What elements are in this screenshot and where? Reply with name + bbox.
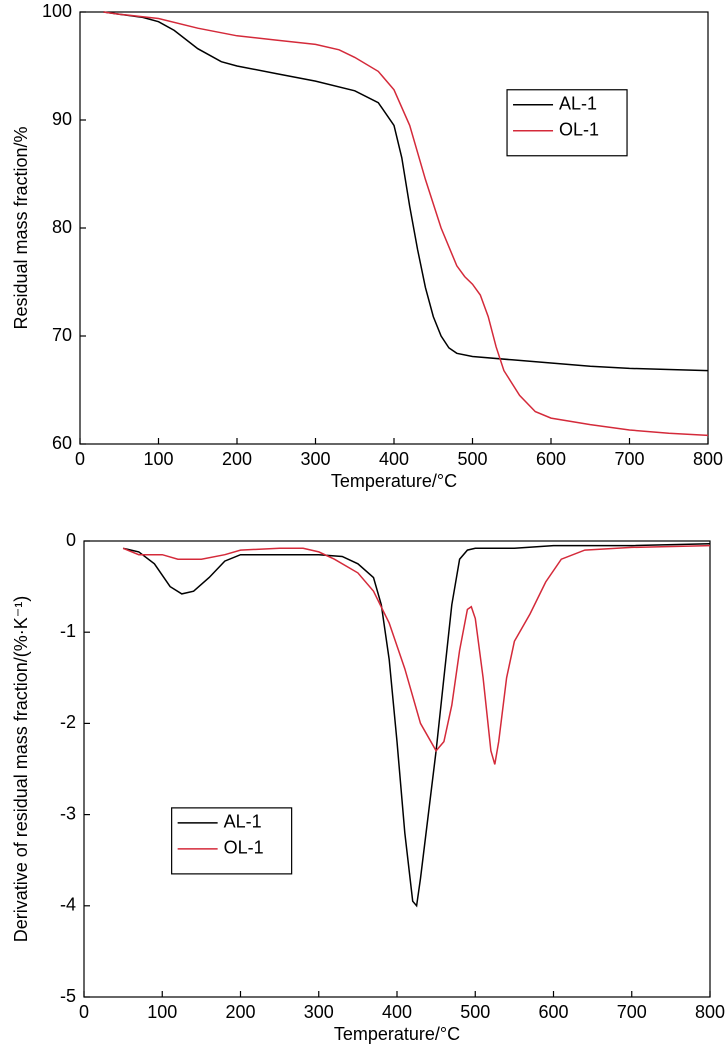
data-line: [122, 542, 711, 908]
plot-frame: [79, 11, 709, 445]
y-tick-label: -5: [60, 986, 76, 1006]
x-tick-label: 700: [614, 449, 644, 469]
x-axis-label: Temperature/°C: [334, 1024, 460, 1044]
x-tick-label: 0: [79, 1002, 89, 1022]
legend-label: OL-1: [224, 838, 264, 858]
x-tick-label: 500: [460, 1002, 490, 1022]
x-tick-label: 600: [538, 1002, 568, 1022]
y-tick-label: 90: [52, 109, 72, 129]
y-tick-label: 80: [52, 217, 72, 237]
x-tick-label: 800: [693, 449, 723, 469]
x-tick-label: 100: [143, 449, 173, 469]
x-tick-label: 500: [457, 449, 487, 469]
x-tick-label: 600: [536, 449, 566, 469]
legend-box: [171, 807, 293, 875]
y-tick-label: 0: [66, 530, 76, 550]
x-tick-label: 300: [300, 449, 330, 469]
x-tick-label: 700: [617, 1002, 647, 1022]
legend-box: [506, 89, 628, 157]
data-line: [103, 11, 709, 437]
legend-label: AL-1: [224, 812, 262, 832]
y-tick-label: -3: [60, 803, 76, 823]
plot-frame: [83, 540, 711, 998]
y-tick-label: -1: [60, 621, 76, 641]
x-tick-label: 300: [304, 1002, 334, 1022]
x-tick-label: 100: [147, 1002, 177, 1022]
x-axis-label: Temperature/°C: [331, 471, 457, 491]
x-tick-label: 400: [382, 1002, 412, 1022]
legend-label: OL-1: [559, 120, 599, 140]
y-axis-label: Derivative of residual mass fraction/(%·…: [11, 596, 31, 943]
y-tick-label: 70: [52, 325, 72, 345]
data-line: [122, 544, 711, 765]
x-tick-label: 200: [225, 1002, 255, 1022]
x-tick-label: 400: [379, 449, 409, 469]
y-tick-label: 60: [52, 433, 72, 453]
x-tick-label: 200: [222, 449, 252, 469]
y-axis-label: Residual mass fraction/%: [11, 126, 31, 329]
x-tick-label: 0: [75, 449, 85, 469]
data-line: [103, 11, 709, 372]
x-tick-label: 800: [695, 1002, 725, 1022]
y-tick-label: 100: [42, 1, 72, 21]
y-tick-label: -4: [60, 895, 76, 915]
y-tick-label: -2: [60, 712, 76, 732]
legend-label: AL-1: [559, 94, 597, 114]
